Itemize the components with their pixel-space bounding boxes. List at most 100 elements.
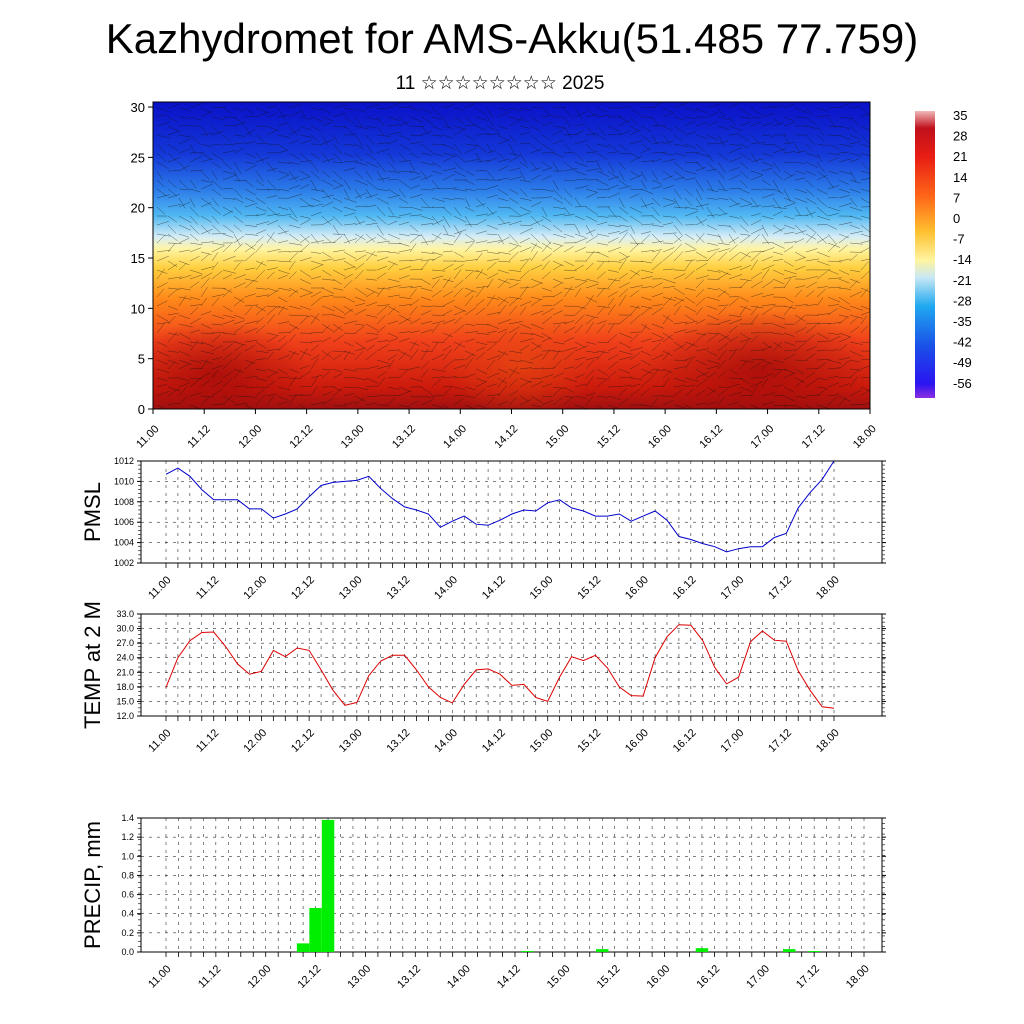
wind-barb — [794, 116, 806, 118]
wind-barb — [255, 206, 267, 212]
wind-barb — [717, 134, 725, 147]
wind-barb — [849, 197, 858, 208]
wind-barb — [211, 357, 223, 361]
wind-barb — [563, 125, 572, 138]
wind-barb — [640, 269, 654, 273]
wind-barb — [541, 253, 552, 262]
wind-barb — [277, 161, 292, 164]
wind-barb — [805, 211, 816, 217]
wind-barb — [662, 377, 670, 388]
wind-barb — [508, 116, 523, 121]
x-tick-label: 14.00 — [432, 727, 460, 755]
wind-barb — [442, 360, 454, 370]
wind-barb — [596, 143, 609, 148]
wind-barb — [838, 235, 849, 244]
wind-barb — [519, 306, 527, 316]
wind-barb — [398, 179, 410, 188]
wind-barb — [596, 152, 608, 160]
wind-barb — [783, 142, 795, 145]
wind-barb — [299, 116, 312, 120]
wind-barb — [761, 193, 775, 199]
wind-barb — [420, 386, 433, 395]
wind-barb — [167, 243, 176, 253]
wind-barb — [541, 134, 551, 141]
wind-barb — [233, 224, 242, 232]
temperature-field — [153, 102, 870, 409]
wind-barb — [640, 338, 652, 343]
wind-barb — [310, 203, 324, 208]
wind-barb — [849, 404, 863, 406]
wind-barb — [860, 233, 870, 238]
wind-barb — [332, 224, 340, 235]
wind-barb — [211, 179, 223, 190]
wind-barb — [706, 179, 714, 192]
wind-barb — [321, 116, 334, 122]
wind-barb — [321, 324, 330, 334]
wind-barb — [794, 314, 806, 325]
wind-barb — [695, 379, 708, 388]
wind-barb — [519, 332, 534, 335]
wind-barb — [343, 308, 354, 316]
wind-barb — [849, 314, 864, 319]
warm-core — [153, 320, 310, 409]
wind-barb — [629, 352, 641, 361]
wind-barb — [409, 152, 420, 159]
wind-barb — [596, 350, 605, 361]
y-tick-label: 30.0 — [116, 624, 134, 634]
wind-barb — [706, 350, 718, 357]
wind-barb — [849, 125, 859, 134]
wind-barb — [178, 233, 190, 238]
wind-barb — [717, 248, 730, 253]
wind-barb — [475, 285, 490, 289]
wind-barb — [431, 341, 439, 352]
wind-barb — [838, 359, 850, 370]
wind-barb — [717, 388, 728, 397]
wind-barb — [849, 134, 861, 140]
wind-barb — [310, 340, 322, 343]
wind-barb — [596, 233, 609, 237]
x-tick-label: 16.12 — [694, 963, 722, 991]
wind-barb — [277, 269, 291, 275]
wind-barb — [640, 116, 653, 118]
wind-barb — [288, 161, 300, 165]
wind-barb — [464, 269, 479, 272]
wind-barb — [376, 266, 388, 271]
wind-barb — [827, 349, 839, 352]
wind-barb — [486, 116, 496, 128]
wind-barb — [211, 294, 225, 298]
wind-barb — [728, 157, 742, 163]
wind-barb — [398, 266, 412, 271]
wind-barb — [200, 323, 212, 329]
wind-barb — [629, 269, 641, 280]
wind-barb — [211, 197, 220, 207]
wind-barb — [772, 242, 785, 249]
wind-barb — [442, 233, 456, 237]
wind-barb — [640, 369, 653, 379]
x-tick-label: 15.12 — [595, 423, 623, 451]
wind-barb — [200, 311, 212, 316]
wind-barb — [288, 139, 299, 145]
wind-barb — [486, 323, 499, 329]
wind-barb — [354, 179, 368, 186]
wind-barb — [321, 305, 335, 311]
wind-barb — [288, 185, 301, 190]
wind-barb — [288, 351, 297, 361]
wind-barb — [233, 243, 244, 253]
wind-barb — [409, 318, 421, 325]
wind-barb — [332, 249, 345, 253]
wind-barb — [332, 325, 342, 334]
wind-barb — [464, 103, 476, 109]
wind-barb — [607, 371, 617, 379]
wind-barb — [816, 233, 827, 244]
wind-barb — [431, 404, 444, 408]
wind-barb — [233, 179, 247, 182]
wind-barb — [266, 267, 278, 271]
wind-barb — [530, 188, 543, 190]
wind-barb — [728, 188, 742, 190]
wind-barb — [211, 206, 221, 215]
wind-barb — [563, 246, 574, 253]
wind-barb — [816, 206, 828, 217]
wind-barb — [607, 231, 620, 235]
wind-barb — [860, 315, 867, 325]
wind-barb — [321, 194, 335, 199]
